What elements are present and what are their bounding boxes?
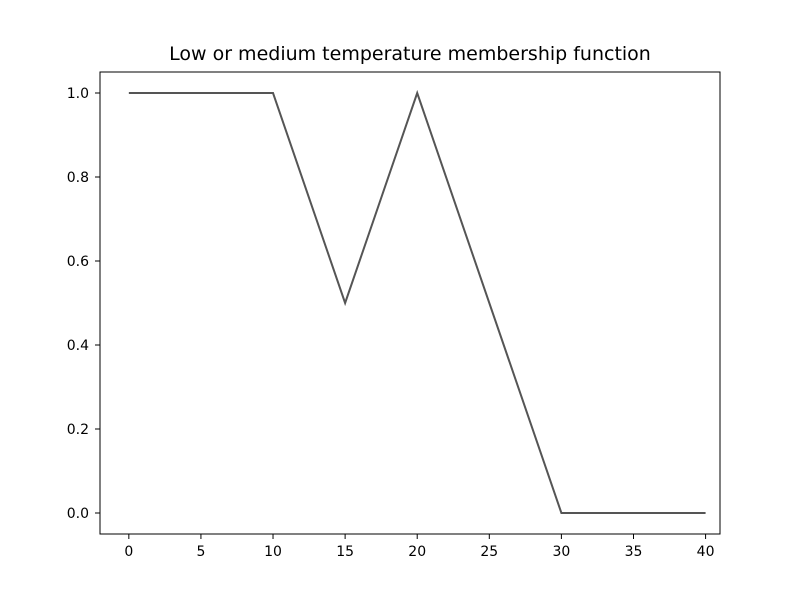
y-tick-label: 1.0 [67,86,89,102]
y-tick-label: 0.2 [67,422,89,438]
y-tick-label: 0.4 [67,338,89,354]
x-tick-label: 40 [697,544,715,560]
series-layer [128,89,706,514]
y-tick-label: 0.8 [67,170,89,186]
chart-title: Low or medium temperature membership fun… [169,43,651,65]
x-axis-ticks: 0 5 10 15 20 25 30 35 40 [124,534,714,560]
plot-area-frame [99,71,721,535]
x-tick-label: 15 [336,544,354,560]
y-axis-ticks: 0.0 0.2 0.4 0.6 0.8 1.0 [67,86,100,522]
y-tick-label: 0.0 [67,506,89,522]
x-tick-label: 5 [196,544,205,560]
x-tick-label: 30 [552,544,570,560]
x-tick-label: 25 [480,544,498,560]
y-tick-label: 0.6 [67,254,89,270]
x-tick-label: 10 [264,544,282,560]
series-line [128,89,706,514]
x-tick-label: 0 [124,544,133,560]
x-tick-label: 20 [408,544,426,560]
x-tick-label: 35 [625,544,643,560]
